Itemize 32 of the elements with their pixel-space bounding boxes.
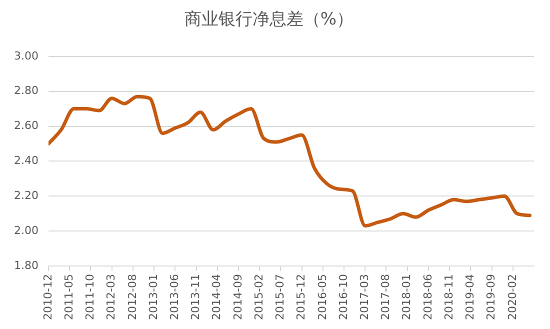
x-tick-label: 2018-06: [421, 274, 434, 320]
x-tick-label: 2015-12: [294, 274, 308, 320]
x-tick-label: 2014-09: [231, 274, 244, 320]
y-tick-label: 2.40: [14, 154, 38, 168]
x-tick-label: 2019-04: [464, 274, 477, 320]
x-tick-label: 2013-01: [146, 274, 160, 320]
y-tick-label: 2.00: [14, 224, 38, 237]
line-series: [48, 94, 532, 228]
x-tick-label: 2016-05: [316, 274, 329, 320]
y-tick-label: 3.00: [14, 49, 38, 62]
x-tick-label: 2020-02: [506, 274, 519, 320]
y-tick-label: 2.60: [14, 119, 38, 132]
y-tick-label: 2.20: [14, 189, 38, 202]
x-tick-label: 2012-08: [126, 274, 139, 320]
x-tick-label: 2010-12: [41, 274, 54, 320]
x-tick-label: 2011-10: [84, 274, 97, 320]
x-tick-label: 2014-04: [210, 274, 224, 320]
chart-title: 商业银行净息差（%）: [184, 10, 354, 30]
x-tick-label: 2019-09: [484, 274, 498, 320]
x-tick-label: 2017-03: [358, 274, 371, 320]
x-tick-label: 2013-06: [168, 274, 182, 320]
x-tick-label: 2011-05: [62, 274, 76, 320]
x-tick-label: 2018-11: [442, 274, 456, 320]
x-tick-label: 2015-02: [252, 274, 266, 320]
y-tick-label: 2.80: [14, 84, 38, 98]
x-tick-label: 2017-08: [379, 274, 392, 320]
x-tick-label: 2015-07: [274, 274, 287, 320]
x-tick-label: 2016-10: [336, 274, 350, 320]
x-tick-label: 2012-03: [104, 274, 118, 320]
x-tick-label: 2013-11: [189, 274, 202, 320]
x-tick-label: 2018-01: [400, 274, 414, 320]
y-tick-label: 1.80: [14, 258, 38, 272]
